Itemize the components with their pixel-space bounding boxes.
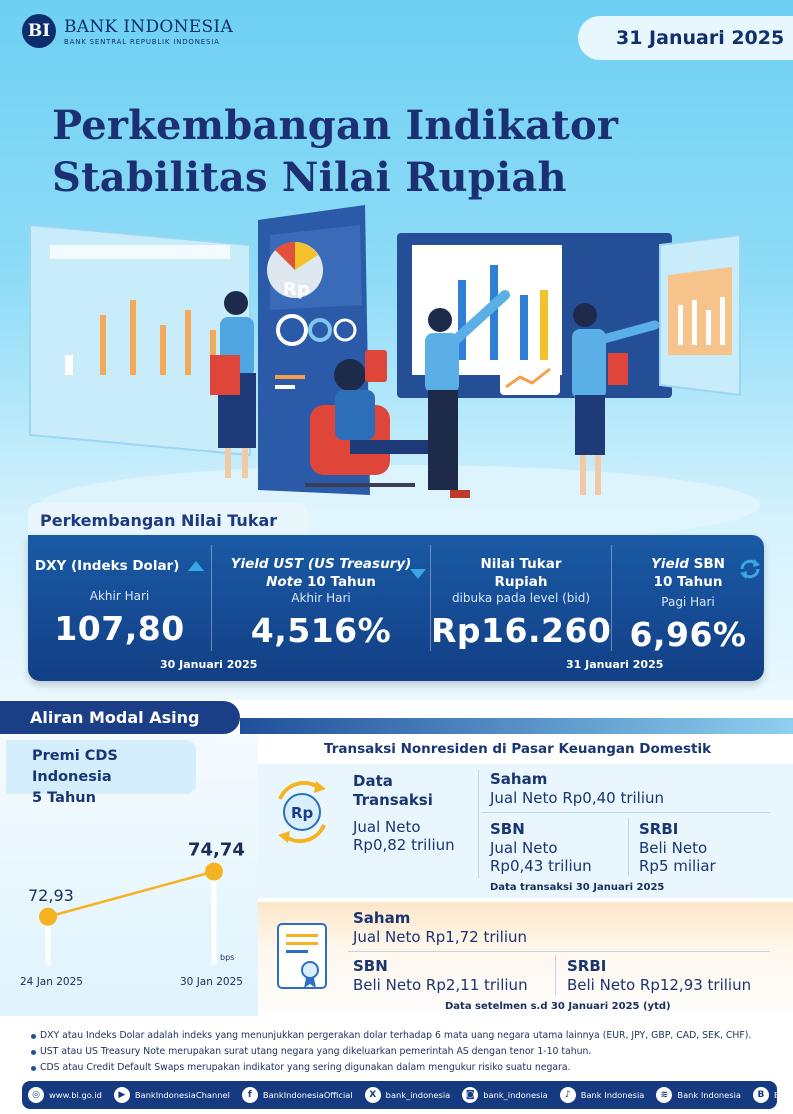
social-facebook[interactable]: f BankIndonesiaOfficial [241,1087,353,1103]
spotify-icon: ≋ [656,1087,673,1103]
transaction-panel [258,764,793,898]
settlement-srbi-value: Beli Neto Rp12,93 triliun [567,976,752,994]
report-date: 31 Januari 2025 [578,16,793,60]
srbi-heading: SRBI [639,820,679,838]
social-website[interactable]: ◎ www.bi.go.id [28,1087,102,1103]
office-dashboard-illustration: Rp [29,205,760,535]
sbn-heading: SBN [490,820,525,838]
sbn-yield-card: Yield SBN 10 Tahun Pagi Hari 6,96% [612,535,764,654]
dxy-value: 107,80 [54,609,185,648]
bi-logo-mark-icon: BI [22,14,56,48]
social-tiktok[interactable]: ♪ Bank Indonesia [559,1087,644,1103]
ust-card: Yield UST (US Treasury) Note 10 Tahun Ak… [212,535,430,653]
cds-line-chart: 72,93 24 Jan 2025 74,74 30 Jan 2025 bps [20,840,245,989]
social-bicara[interactable]: BBICARA: 131 [752,1087,793,1103]
page-title: Perkembangan Indikator Stabilitas Nilai … [52,102,619,201]
rupiah-card: Nilai Tukar Rupiah dibuka pada level (bi… [431,556,612,650]
cds-title: Premi CDS Indonesia 5 Tahun [6,740,196,806]
exchange-panel: DXY (Indeks Dolar) Akhir Hari 107,80 Yie… [28,535,764,681]
settlement-panel [258,902,793,1016]
cds-point [205,862,223,881]
cds-series-line [47,870,215,918]
footnotes: DXY atau Indeks Dolar adalah indeks yang… [0,1016,793,1082]
ust-label: Yield UST (US Treasury) [230,556,412,572]
rupiah-value: Rp16.260 [431,611,612,650]
dxy-period: Akhir Hari [89,589,150,603]
org-name: BANK INDONESIA [64,16,234,37]
rp-badge: Rp [283,279,310,300]
facebook-icon: f [241,1087,258,1103]
x-icon: X [364,1087,381,1103]
capital-flow-title: Aliran Modal Asing [0,701,240,734]
settlement-sbn-heading: SBN [353,957,388,975]
divider [430,545,431,651]
bank-indonesia-logo[interactable]: BI BANK INDONESIA BANK SENTRAL REPUBLIK … [22,14,233,48]
org-subtitle: BANK SENTRAL REPUBLIK INDONESIA [64,37,220,46]
dxy-label: DXY (Indeks Dolar) [28,557,211,575]
bicara-icon: B [752,1087,769,1103]
cds-category-label: 24 Jan 2025 [20,976,83,988]
cds-unit-label: bps [220,953,234,962]
transaction-note: Data transaksi 30 Januari 2025 [490,882,665,893]
divider [611,545,612,651]
cds-data-label: 72,93 [28,886,74,905]
cds-data-label: 74,74 [188,840,245,861]
cds-category-label: 30 Jan 2025 [180,976,243,988]
sbn-value: Jual Neto Rp0,43 triliun [490,839,592,875]
settlement-saham-value: Jual Neto Rp1,72 triliun [353,928,528,946]
settlement-saham-heading: Saham [353,909,411,927]
certificate-scroll-icon [277,923,327,989]
exchange-date-right: 31 Januari 2025 [566,658,664,671]
saham-heading: Saham [490,770,548,788]
nonresident-title: Transaksi Nonresiden di Pasar Keuangan D… [258,734,793,764]
arrow-down-icon [410,569,426,579]
settlement-sbn-value: Beli Neto Rp2,11 triliun [353,976,528,994]
tiktok-icon: ♪ [559,1087,576,1103]
dxy-card: DXY (Indeks Dolar) Akhir Hari 107,80 [28,535,211,653]
section-stripe [240,718,793,734]
saham-value: Jual Neto Rp0,40 triliun [490,789,665,807]
rupiah-cycle-icon: Rp [278,780,326,844]
sbn-yield-period: Pagi Hari [661,595,715,609]
footnote-ust: UST atau US Treasury Note merupakan sura… [30,1046,592,1057]
social-bar: ◎ www.bi.go.id ▶ BankIndonesiaChannel f Ban… [22,1081,793,1109]
settlement-note: Data setelmen s.d 30 Januari 2025 (ytd) [445,1001,671,1012]
instagram-icon: ◙ [462,1087,479,1103]
srbi-value: Beli Neto Rp5 miliar [639,839,716,875]
sbn-yield-value: 6,96% [629,615,747,654]
globe-icon: ◎ [28,1087,44,1103]
exchange-section-title: Perkembangan Nilai Tukar [28,503,308,537]
total-transaction: Jual Neto Rp0,82 triliun [353,818,455,854]
data-transaksi-label: Data Transaksi [353,772,433,809]
social-youtube[interactable]: ▶ BankIndonesiaChannel [113,1087,230,1103]
footnote-dxy: DXY atau Indeks Dolar adalah indeks yang… [30,1030,752,1041]
social-instagram[interactable]: ◙ bank_indonesia [462,1087,548,1103]
footnote-cds: CDS atau Credit Default Swaps merupakan … [31,1062,571,1073]
youtube-icon: ▶ [113,1087,130,1103]
refresh-icon [740,559,760,579]
svg-text:Rp: Rp [291,804,314,822]
rupiah-period: dibuka pada level (bid) [451,591,591,605]
settlement-srbi-heading: SRBI [567,957,607,975]
ust-value: 4,516% [250,611,392,650]
arrow-up-icon [188,561,205,571]
exchange-date-left: 30 Januari 2025 [160,658,258,671]
cds-point [39,907,57,926]
ust-period: Akhir Hari [291,591,351,605]
divider [211,545,212,651]
social-spotify[interactable]: ≋ Bank Indonesia [656,1087,741,1103]
